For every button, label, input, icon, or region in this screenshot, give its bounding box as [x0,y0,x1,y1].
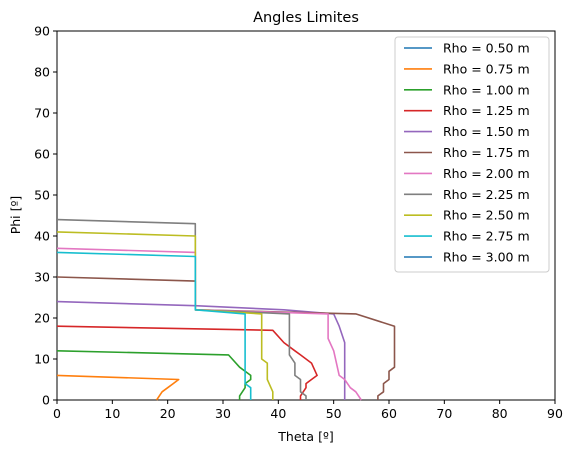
legend-entry-label: Rho = 0.75 m [443,61,530,76]
x-tick-label: 30 [215,406,231,421]
series-line-8 [56,231,274,400]
chart-title: Angles Limites [253,10,359,26]
x-tick-label: 60 [381,406,397,421]
series-lines [56,218,396,401]
y-axis-ticks: 0 10 20 30 40 50 60 70 80 90 [34,24,57,408]
y-tick-label: 30 [34,270,50,285]
y-tick-label: 80 [34,65,50,80]
y-tick-label: 10 [34,352,50,367]
legend-entry-label: Rho = 1.50 m [443,124,530,139]
y-tick-label: 0 [42,393,50,408]
legend-entry-label: Rho = 2.00 m [443,166,530,181]
series-line-1 [56,374,180,401]
series-line-3 [56,325,318,400]
x-tick-label: 80 [492,406,508,421]
legend-entry-label: Rho = 1.25 m [443,103,530,118]
y-tick-label: 20 [34,311,50,326]
y-tick-label: 90 [34,24,50,39]
legend-entry-label: Rho = 2.25 m [443,187,530,202]
x-axis-ticks: 0 10 20 30 40 50 60 70 80 90 [53,400,563,421]
x-tick-label: 70 [436,406,452,421]
x-tick-label: 40 [270,406,286,421]
legend-entry-label: Rho = 1.00 m [443,82,530,97]
legend-frame [394,36,550,273]
series-line-9 [56,251,252,400]
x-tick-label: 0 [53,406,61,421]
y-axis-label: Phi [º] [8,196,23,235]
y-tick-label: 70 [34,106,50,121]
series-line-4 [56,300,346,400]
legend-entry-label: Rho = 2.50 m [443,208,530,223]
x-tick-label: 50 [326,406,342,421]
legend: Rho = 0.50 m Rho = 0.75 m Rho = 1.00 m Rho … [394,36,550,273]
legend-entry-label: Rho = 0.50 m [443,41,530,56]
y-tick-label: 40 [34,229,50,244]
x-tick-label: 90 [547,406,563,421]
x-tick-label: 10 [104,406,120,421]
legend-entry-label: Rho = 1.75 m [443,145,530,160]
y-tick-label: 50 [34,188,50,203]
x-axis-label: Theta [º] [277,429,333,444]
legend-entry-label: Rho = 2.75 m [443,229,530,244]
y-tick-label: 60 [34,147,50,162]
series-line-2 [56,350,252,400]
legend-entry-label: Rho = 3.00 m [443,250,530,265]
x-tick-label: 20 [160,406,176,421]
